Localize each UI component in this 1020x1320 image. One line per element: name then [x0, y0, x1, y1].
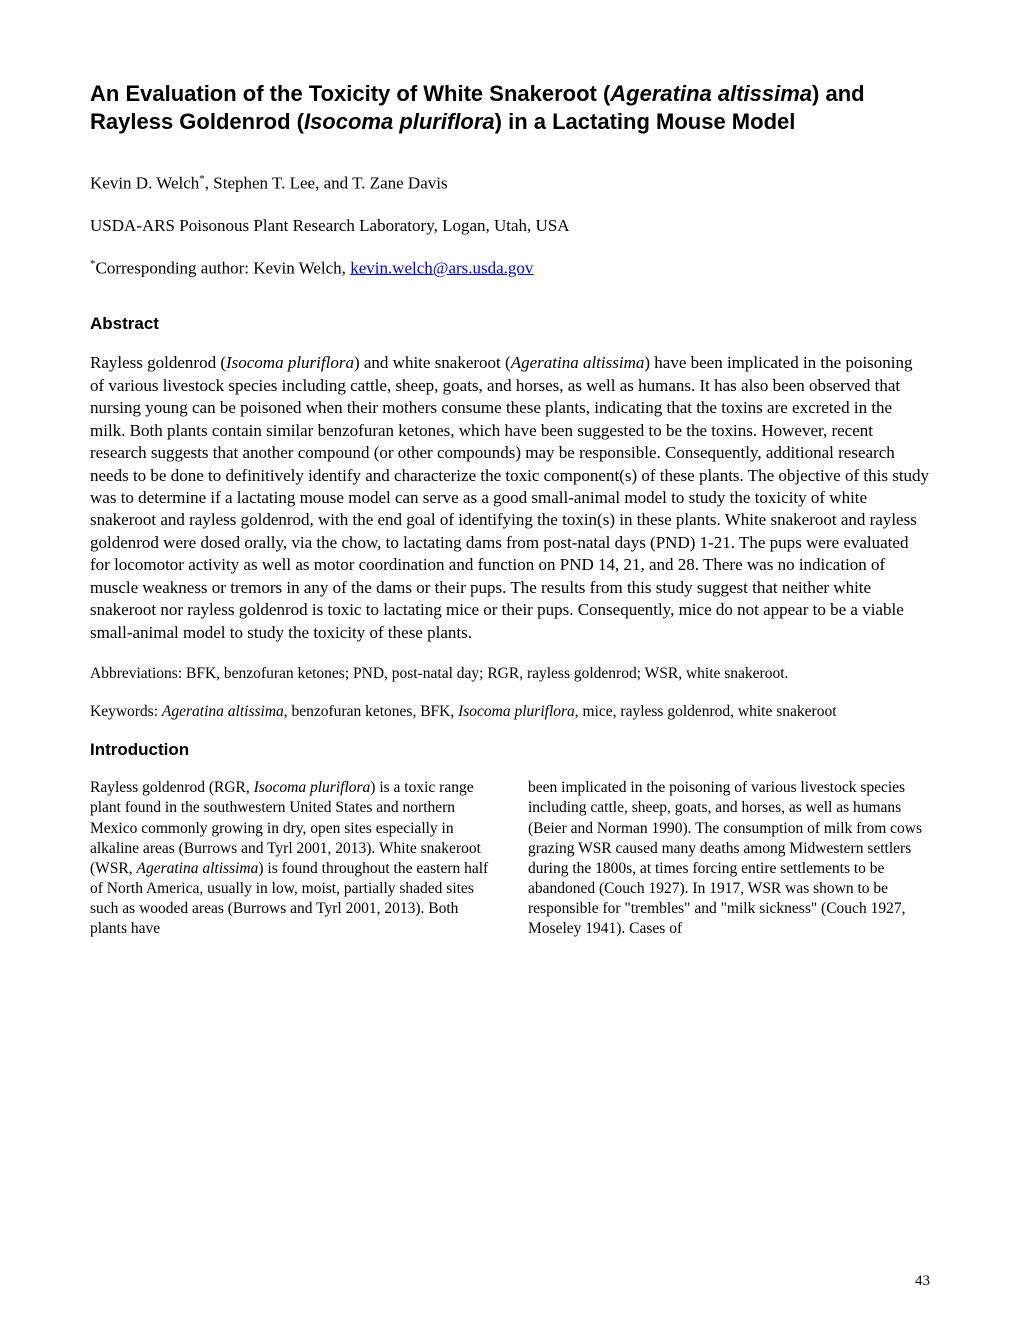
authors-line: Kevin D. Welch*, Stephen T. Lee, and T. … [90, 173, 930, 194]
keywords-text: , mice, rayless goldenrod, white snakero… [575, 703, 837, 720]
corr-email-link[interactable]: kevin.welch@ars.usda.gov [350, 258, 533, 277]
author-name: Kevin D. Welch [90, 174, 199, 193]
page-number: 43 [915, 1273, 930, 1290]
keywords-italic: Isocoma pluriflora [458, 703, 575, 720]
abbreviations: Abbreviations: BFK, benzofuran ketones; … [90, 664, 930, 684]
col-italic: Isocoma pluriflora [254, 779, 371, 796]
keywords: Keywords: Ageratina altissima, benzofura… [90, 702, 930, 722]
keywords-text: Keywords: [90, 703, 162, 720]
affiliation: USDA-ARS Poisonous Plant Research Labora… [90, 216, 930, 236]
title-part: ) in a Lactating Mouse Model [495, 109, 796, 134]
corresponding-author: *Corresponding author: Kevin Welch, kevi… [90, 258, 930, 279]
title-italic: Ageratina altissima [610, 81, 812, 106]
abstract-text: ) and white snakeroot ( [354, 353, 511, 372]
col-italic: Ageratina altissima [137, 860, 259, 877]
column-left: Rayless goldenrod (RGR, Isocoma pluriflo… [90, 778, 492, 939]
keywords-italic: Ageratina altissima [162, 703, 284, 720]
two-column-body: Rayless goldenrod (RGR, Isocoma pluriflo… [90, 778, 930, 939]
abstract-italic: Isocoma pluriflora [226, 353, 354, 372]
title-part: An Evaluation of the Toxicity of White S… [90, 81, 610, 106]
abstract-text: ) have been implicated in the poisoning … [90, 353, 929, 641]
column-right: been implicated in the poisoning of vari… [528, 778, 930, 939]
abstract-heading: Abstract [90, 314, 930, 334]
paper-title: An Evaluation of the Toxicity of White S… [90, 80, 930, 135]
introduction-heading: Introduction [90, 740, 930, 760]
abstract-body: Rayless goldenrod (Isocoma pluriflora) a… [90, 352, 930, 644]
abstract-italic: Ageratina altissima [511, 353, 645, 372]
title-italic: Isocoma pluriflora [304, 109, 495, 134]
corr-label: Corresponding author: Kevin Welch, [96, 258, 351, 277]
keywords-text: , benzofuran ketones, BFK, [284, 703, 458, 720]
abstract-text: Rayless goldenrod ( [90, 353, 226, 372]
author-rest: , Stephen T. Lee, and T. Zane Davis [205, 174, 448, 193]
col-text: Rayless goldenrod (RGR, [90, 779, 254, 796]
